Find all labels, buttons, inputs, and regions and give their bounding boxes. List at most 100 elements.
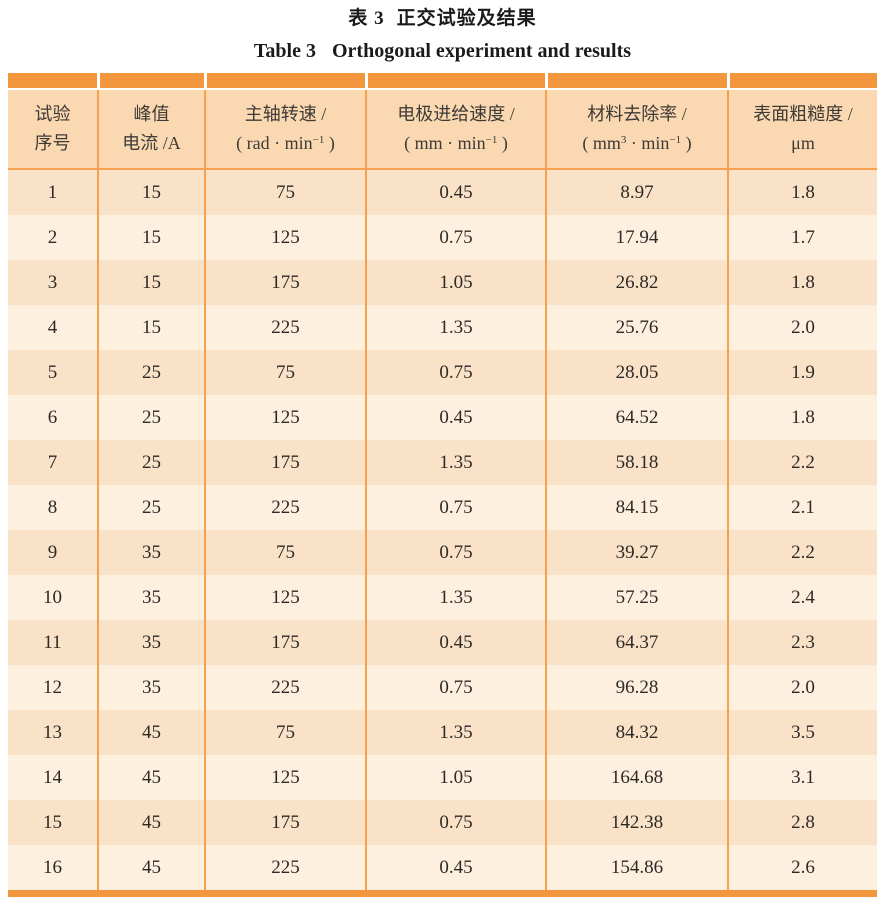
column-header-feed: 电极进给速度 / ( mm · min−1 ) (365, 90, 545, 168)
cell-mrr: 57.25 (545, 575, 727, 620)
table-caption-en: Orthogonal experiment and results (331, 40, 632, 62)
cell-ra: 2.6 (727, 845, 877, 890)
cell-run: 8 (8, 485, 97, 530)
header-line1: 主轴转速 / (244, 104, 327, 124)
cell-speed: 225 (204, 665, 365, 710)
cell-current: 25 (97, 395, 204, 440)
cell-current: 45 (97, 710, 204, 755)
cell-speed: 175 (204, 620, 365, 665)
cell-speed: 225 (204, 845, 365, 890)
table-row: 11 35 175 0.45 64.37 2.3 (8, 620, 877, 665)
cell-run: 7 (8, 440, 97, 485)
cell-mrr: 17.94 (545, 215, 727, 260)
table-caption-zh: 正交试验及结果 (396, 8, 537, 29)
cell-speed: 175 (204, 800, 365, 845)
cell-run: 3 (8, 260, 97, 305)
table-title-zh: 表 3 正交试验及结果 (0, 3, 885, 30)
cell-feed: 0.75 (365, 215, 545, 260)
header-line2: ( rad · min−1 ) (236, 133, 335, 153)
cell-speed: 225 (204, 485, 365, 530)
cell-ra: 1.7 (727, 215, 877, 260)
cell-feed: 1.35 (365, 440, 545, 485)
cell-mrr: 28.05 (545, 350, 727, 395)
cell-current: 15 (97, 170, 204, 215)
cell-feed: 0.45 (365, 845, 545, 890)
header-line1: 峰值 (133, 104, 170, 124)
header-line2: 电流 /A (122, 133, 181, 153)
header-line2: ( mm3 · min−1 ) (582, 133, 692, 153)
cell-speed: 75 (204, 710, 365, 755)
cell-feed: 0.75 (365, 665, 545, 710)
table-row: 5 25 75 0.75 28.05 1.9 (8, 350, 877, 395)
table-row: 1 15 75 0.45 8.97 1.8 (8, 170, 877, 215)
table-row: 8 25 225 0.75 84.15 2.1 (8, 485, 877, 530)
header-line1: 材料去除率 / (587, 104, 687, 124)
cell-current: 25 (97, 485, 204, 530)
cell-ra: 2.0 (727, 305, 877, 350)
cell-current: 35 (97, 530, 204, 575)
table-bottom-bar (8, 890, 877, 897)
table-titles: 表 3 正交试验及结果 Table 3 Orthogonal experiment … (0, 3, 885, 63)
cell-speed: 75 (204, 350, 365, 395)
cell-current: 45 (97, 800, 204, 845)
cell-ra: 1.8 (727, 170, 877, 215)
cell-speed: 175 (204, 440, 365, 485)
cell-mrr: 26.82 (545, 260, 727, 305)
cell-feed: 0.75 (365, 485, 545, 530)
table-row: 6 25 125 0.45 64.52 1.8 (8, 395, 877, 440)
cell-current: 35 (97, 620, 204, 665)
cell-ra: 1.8 (727, 395, 877, 440)
cell-run: 6 (8, 395, 97, 440)
cell-run: 16 (8, 845, 97, 890)
top-bar-segment (727, 73, 877, 88)
cell-speed: 75 (204, 170, 365, 215)
cell-run: 14 (8, 755, 97, 800)
cell-feed: 1.35 (365, 305, 545, 350)
table-row: 16 45 225 0.45 154.86 2.6 (8, 845, 877, 890)
cell-feed: 0.45 (365, 395, 545, 440)
cell-mrr: 154.86 (545, 845, 727, 890)
cell-ra: 2.8 (727, 800, 877, 845)
table-title-en: Table 3 Orthogonal experiment and results (0, 40, 885, 63)
header-line2: μm (791, 133, 815, 153)
cell-ra: 2.1 (727, 485, 877, 530)
cell-speed: 125 (204, 575, 365, 620)
cell-run: 2 (8, 215, 97, 260)
cell-run: 11 (8, 620, 97, 665)
header-line1: 电极进给速度 / (397, 104, 515, 124)
cell-run: 10 (8, 575, 97, 620)
table-row: 12 35 225 0.75 96.28 2.0 (8, 665, 877, 710)
table-row: 7 25 175 1.35 58.18 2.2 (8, 440, 877, 485)
top-bar-segment (204, 73, 365, 88)
orthogonal-results-table: 试验 序号 峰值 电流 /A 主轴转速 / ( rad · min−1 ) 电极… (8, 73, 877, 897)
header-line1: 试验 (34, 104, 71, 124)
table-row: 13 45 75 1.35 84.32 3.5 (8, 710, 877, 755)
header-line2: 序号 (34, 133, 71, 153)
column-header-current: 峰值 电流 /A (97, 90, 204, 168)
cell-run: 9 (8, 530, 97, 575)
cell-mrr: 64.37 (545, 620, 727, 665)
cell-run: 1 (8, 170, 97, 215)
table-row: 3 15 175 1.05 26.82 1.8 (8, 260, 877, 305)
top-bar-segment (545, 73, 727, 88)
cell-ra: 2.0 (727, 665, 877, 710)
cell-feed: 1.05 (365, 755, 545, 800)
cell-feed: 0.45 (365, 620, 545, 665)
cell-speed: 125 (204, 755, 365, 800)
cell-speed: 75 (204, 530, 365, 575)
cell-speed: 125 (204, 215, 365, 260)
cell-run: 13 (8, 710, 97, 755)
table-number-zh: 表 3 (348, 8, 385, 29)
table-body: 1 15 75 0.45 8.97 1.8 2 15 125 0.75 17.94 1.7 3 15 175… (8, 170, 877, 890)
cell-ra: 2.2 (727, 530, 877, 575)
top-bar-segment (97, 73, 204, 88)
cell-current: 25 (97, 350, 204, 395)
column-header-ra: 表面粗糙度 / μm (727, 90, 877, 168)
top-bar-segment (8, 73, 97, 88)
table-row: 15 45 175 0.75 142.38 2.8 (8, 800, 877, 845)
cell-feed: 0.45 (365, 170, 545, 215)
table-row: 9 35 75 0.75 39.27 2.2 (8, 530, 877, 575)
cell-ra: 3.5 (727, 710, 877, 755)
table-row: 14 45 125 1.05 164.68 3.1 (8, 755, 877, 800)
cell-mrr: 96.28 (545, 665, 727, 710)
